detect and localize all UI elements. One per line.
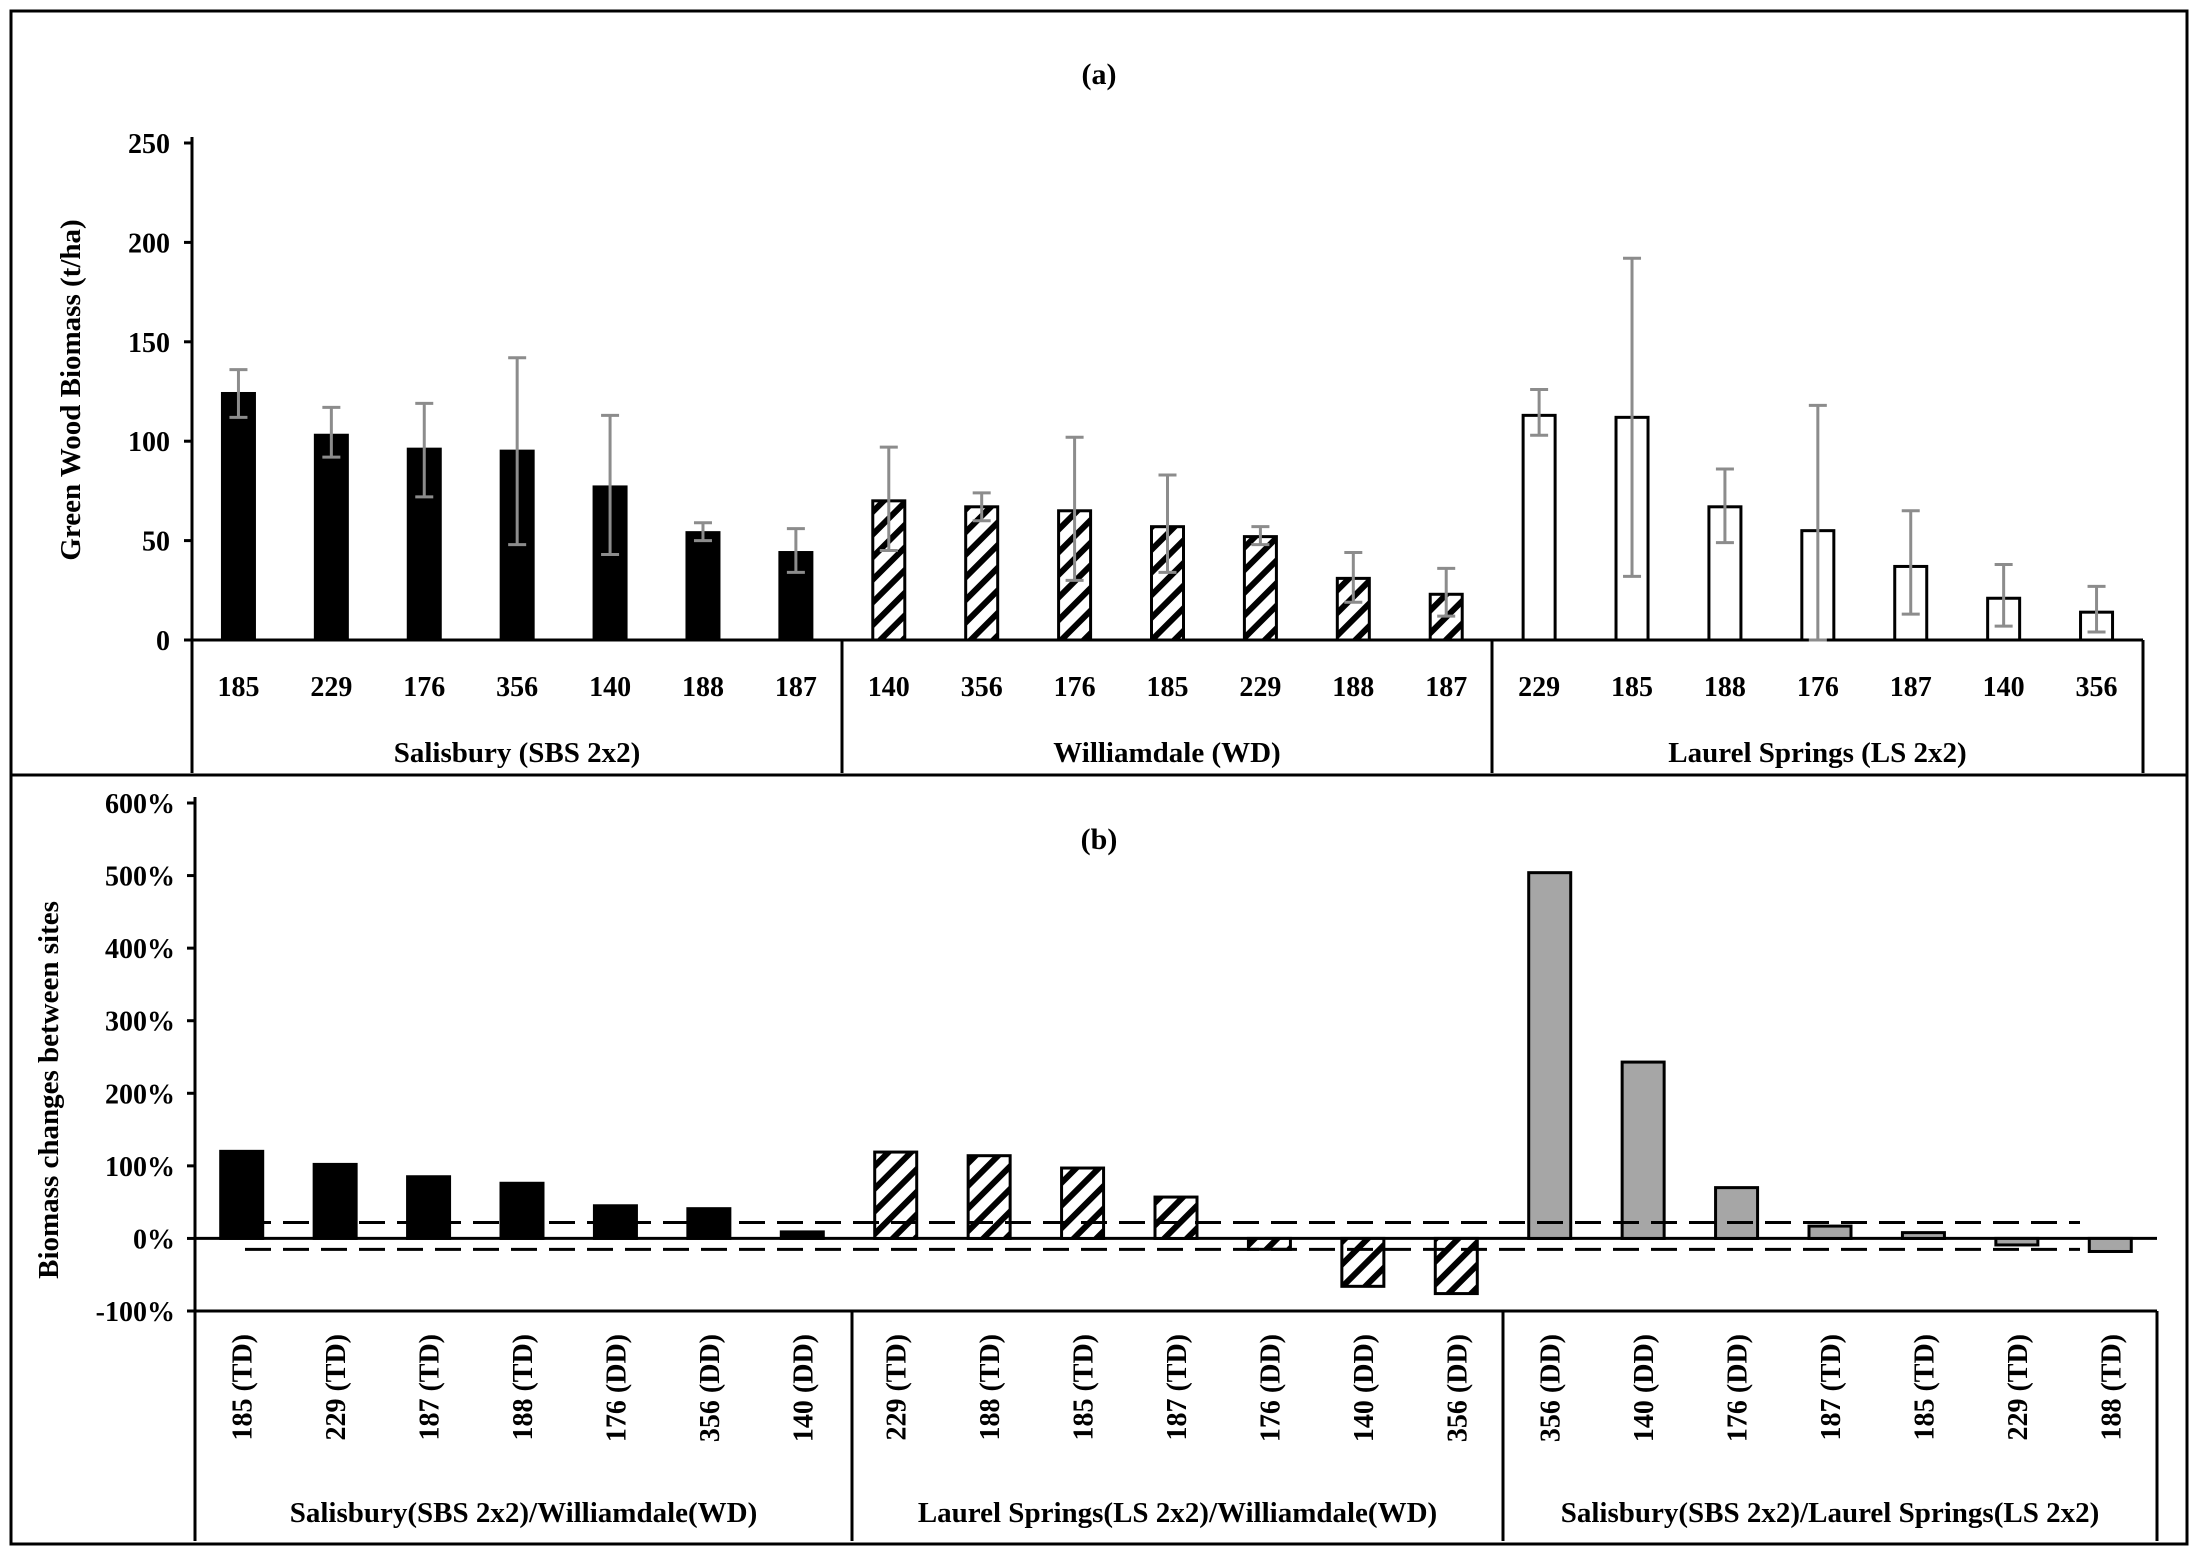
- b-bar: [1994, 1236, 2040, 1247]
- a-bar: [592, 485, 628, 642]
- b-bar: [1900, 1231, 1946, 1240]
- b-bar: [966, 1154, 1012, 1240]
- b-category-label: 229 (TD): [321, 1334, 352, 1441]
- b-category-label: 185 (TD): [228, 1334, 259, 1441]
- a-category-label: 229: [1239, 672, 1281, 703]
- figure-border: [9, 9, 2189, 1546]
- b-bar: [1807, 1224, 1853, 1240]
- a-category-label: 140: [868, 672, 910, 703]
- a-category-label: 176: [403, 672, 445, 703]
- b-category-label: 185 (TD): [1909, 1334, 1940, 1441]
- b-y-tick-label: 400%: [105, 934, 175, 965]
- panel-b-bar-chart: (b) Biomass changes between sites -100% 0…: [33, 789, 2159, 1541]
- b-group-label: Laurel Springs(LS 2x2)/Williamdale(WD): [918, 1497, 1437, 1529]
- b-category-label: 188 (TD): [508, 1334, 539, 1441]
- b-category-label: 188 (TD): [2096, 1334, 2127, 1441]
- a-category-label: 140: [1983, 672, 2025, 703]
- b-category-label: 185 (TD): [1069, 1334, 1100, 1441]
- a-bar: [685, 531, 721, 642]
- a-category-label: 356: [961, 672, 1003, 703]
- a-category-label: 185: [1611, 672, 1653, 703]
- b-y-tick-label: 300%: [105, 1007, 175, 1038]
- b-category-label: 176 (DD): [601, 1334, 632, 1442]
- b-category-label: 176 (DD): [1723, 1334, 1754, 1442]
- a-category-label: 188: [682, 672, 724, 703]
- a-bar: [964, 505, 1000, 642]
- b-category-label: 356 (DD): [1442, 1334, 1473, 1442]
- a-category-label: 356: [2076, 672, 2118, 703]
- a-category-label: 176: [1054, 672, 1096, 703]
- a-bar: [313, 433, 349, 642]
- b-category-label: 229 (TD): [882, 1334, 913, 1441]
- a-y-tick-label: 200: [128, 228, 170, 259]
- b-category-label: 187 (TD): [1816, 1334, 1847, 1441]
- panel-a-bar-chart: (a) Green Wood Biomass (t/ha) 0 50 100 150 2…: [55, 58, 2145, 773]
- b-y-tick-label: 500%: [105, 862, 175, 893]
- a-category-label: 140: [589, 672, 631, 703]
- b-y-tick-label: 0%: [133, 1224, 175, 1255]
- b-bar: [1153, 1195, 1199, 1240]
- b-category-label: 356 (DD): [695, 1334, 726, 1442]
- b-y-tick-label: -100%: [96, 1297, 175, 1328]
- b-category-label: 187 (TD): [415, 1334, 446, 1441]
- a-category-label: 185: [1147, 672, 1189, 703]
- b-y-tick-label: 100%: [105, 1152, 175, 1183]
- panel-a-y-axis-label: Green Wood Biomass (t/ha): [55, 219, 87, 560]
- a-category-label: 229: [1518, 672, 1560, 703]
- b-bar: [406, 1175, 452, 1240]
- a-y-tick-label: 0: [156, 626, 170, 657]
- b-category-label: 188 (TD): [975, 1334, 1006, 1441]
- b-y-tick-label: 200%: [105, 1079, 175, 1110]
- panel-b-y-axis-label: Biomass changes between sites: [33, 901, 65, 1279]
- b-category-label: 140 (DD): [1629, 1334, 1660, 1442]
- a-y-tick-label: 250: [128, 129, 170, 160]
- b-category-label: 140 (DD): [1349, 1334, 1380, 1442]
- b-group-label: Salisbury(SBS 2x2)/Williamdale(WD): [290, 1497, 758, 1529]
- b-category-label: 187 (TD): [1162, 1334, 1193, 1441]
- a-group-label: Salisbury (SBS 2x2): [394, 737, 641, 769]
- panel-a-title: (a): [1082, 58, 1117, 91]
- a-category-label: 176: [1797, 672, 1839, 703]
- b-bar: [779, 1230, 825, 1240]
- a-y-tick-label: 100: [128, 427, 170, 458]
- b-bar: [1433, 1236, 1479, 1296]
- b-y-tick-label: 600%: [105, 789, 175, 820]
- b-category-label: 229 (TD): [2003, 1334, 2034, 1441]
- b-bar: [1527, 871, 1573, 1240]
- a-y-tick-label: 50: [142, 527, 170, 558]
- a-bar: [220, 391, 256, 642]
- b-bar: [1714, 1186, 1760, 1240]
- a-bar: [1521, 413, 1557, 642]
- b-bar: [219, 1149, 265, 1240]
- a-bar: [1242, 535, 1278, 642]
- b-bar: [312, 1162, 358, 1240]
- a-category-label: 187: [1425, 672, 1467, 703]
- b-group-label: Salisbury(SBS 2x2)/Laurel Springs(LS 2x2…: [1561, 1497, 2100, 1529]
- b-bar: [499, 1181, 545, 1240]
- b-bar: [1060, 1166, 1106, 1240]
- b-category-label: 140 (DD): [788, 1334, 819, 1442]
- a-y-tick-label: 150: [128, 328, 170, 359]
- a-category-label: 185: [217, 672, 259, 703]
- a-category-label: 187: [1890, 672, 1932, 703]
- b-bar: [1620, 1060, 1666, 1240]
- a-category-label: 188: [1332, 672, 1374, 703]
- b-category-label: 176 (DD): [1255, 1334, 1286, 1442]
- a-category-label: 188: [1704, 672, 1746, 703]
- b-bar: [1340, 1236, 1386, 1288]
- a-category-label: 187: [775, 672, 817, 703]
- b-bar: [1246, 1236, 1292, 1251]
- a-category-label: 229: [310, 672, 352, 703]
- panel-b-title: (b): [1081, 823, 1118, 856]
- a-group-label: Williamdale (WD): [1053, 737, 1280, 769]
- a-group-label: Laurel Springs (LS 2x2): [1668, 737, 1966, 769]
- b-bar: [873, 1150, 919, 1240]
- b-category-label: 356 (DD): [1536, 1334, 1567, 1442]
- a-category-label: 356: [496, 672, 538, 703]
- b-bar: [2087, 1236, 2133, 1253]
